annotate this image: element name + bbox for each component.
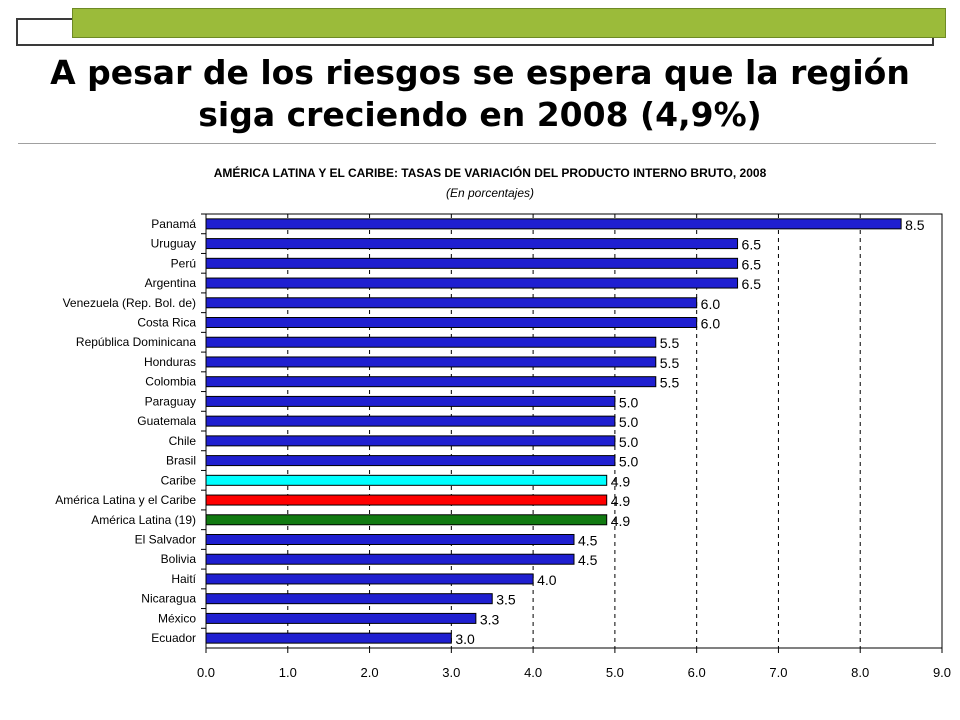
value-label: 4.9 <box>611 493 631 509</box>
category-label: Uruguay <box>151 237 196 251</box>
value-label: 3.3 <box>480 611 500 627</box>
category-label: Perú <box>171 256 196 270</box>
value-label: 5.0 <box>619 434 639 450</box>
category-label: Guatemala <box>137 414 196 428</box>
category-label: México <box>158 611 196 625</box>
value-label: 5.5 <box>660 375 680 391</box>
x-tick-label: 3.0 <box>442 665 460 680</box>
bar <box>205 553 575 565</box>
value-label: 6.0 <box>701 316 721 332</box>
value-label: 3.0 <box>455 631 475 647</box>
x-tick-label: 2.0 <box>361 665 379 680</box>
category-label: República Dominicana <box>76 335 196 349</box>
chart-title: AMÉRICA LATINA Y EL CARIBE: TASAS DE VAR… <box>213 166 767 180</box>
x-tick-label: 1.0 <box>279 665 297 680</box>
bar <box>205 573 534 585</box>
value-label: 6.5 <box>742 237 762 253</box>
x-tick-label: 9.0 <box>933 665 951 680</box>
category-label: Brasil <box>166 454 196 468</box>
bar <box>205 455 616 467</box>
bar <box>205 612 477 624</box>
x-tick-label: 5.0 <box>606 665 624 680</box>
header-accent-bar <box>72 8 946 38</box>
category-label: América Latina y el Caribe <box>55 493 196 507</box>
x-tick-label: 6.0 <box>688 665 706 680</box>
category-label: Colombia <box>145 375 196 389</box>
category-label: Bolivia <box>161 552 197 566</box>
bar <box>205 277 739 289</box>
bar <box>205 632 452 644</box>
category-label: Chile <box>169 434 197 448</box>
bar <box>205 336 657 348</box>
bar <box>205 356 657 368</box>
bar <box>205 474 608 486</box>
value-label: 5.0 <box>619 394 639 410</box>
chart-subtitle: (En porcentajes) <box>445 186 535 200</box>
bar <box>205 317 698 328</box>
value-label: 4.9 <box>611 473 631 489</box>
bar <box>205 494 608 506</box>
bar <box>205 593 493 605</box>
bar <box>205 376 657 388</box>
category-label: Honduras <box>144 355 196 369</box>
bar <box>205 238 739 250</box>
category-label: Nicaragua <box>141 592 196 606</box>
category-label: Caribe <box>161 473 197 487</box>
bar <box>205 514 608 526</box>
category-label: El Salvador <box>135 533 196 547</box>
title-divider <box>18 143 936 144</box>
value-label: 5.0 <box>619 454 639 470</box>
x-tick-label: 8.0 <box>851 665 869 680</box>
value-label: 3.5 <box>496 592 516 608</box>
x-tick-label: 0.0 <box>197 665 215 680</box>
value-label: 6.5 <box>742 276 762 292</box>
value-label: 4.5 <box>578 552 598 568</box>
bar <box>205 534 575 545</box>
category-label: Venezuela (Rep. Bol. de) <box>63 296 196 310</box>
value-label: 4.9 <box>611 513 631 529</box>
category-label: Argentina <box>145 276 197 290</box>
x-tick-label: 4.0 <box>524 665 542 680</box>
bar <box>205 218 902 230</box>
bar <box>205 435 616 447</box>
x-tick-label: 7.0 <box>769 665 787 680</box>
bar <box>205 297 698 309</box>
bar <box>205 415 616 427</box>
value-label: 4.0 <box>537 572 557 588</box>
value-label: 6.5 <box>742 256 762 272</box>
category-label: Ecuador <box>151 631 196 645</box>
category-label: Panamá <box>151 217 196 231</box>
value-label: 6.0 <box>701 296 721 312</box>
value-label: 5.0 <box>619 414 639 430</box>
category-label: Costa Rica <box>137 316 196 330</box>
slide-title: A pesar de los riesgos se espera que la … <box>50 53 910 134</box>
value-label: 8.5 <box>905 217 925 233</box>
value-label: 5.5 <box>660 355 680 371</box>
value-label: 4.5 <box>578 533 598 549</box>
value-label: 5.5 <box>660 335 680 351</box>
bar <box>205 257 739 269</box>
bar <box>205 395 616 407</box>
category-label: Haití <box>171 572 196 586</box>
category-label: Paraguay <box>145 394 196 408</box>
category-label: América Latina (19) <box>91 513 196 527</box>
